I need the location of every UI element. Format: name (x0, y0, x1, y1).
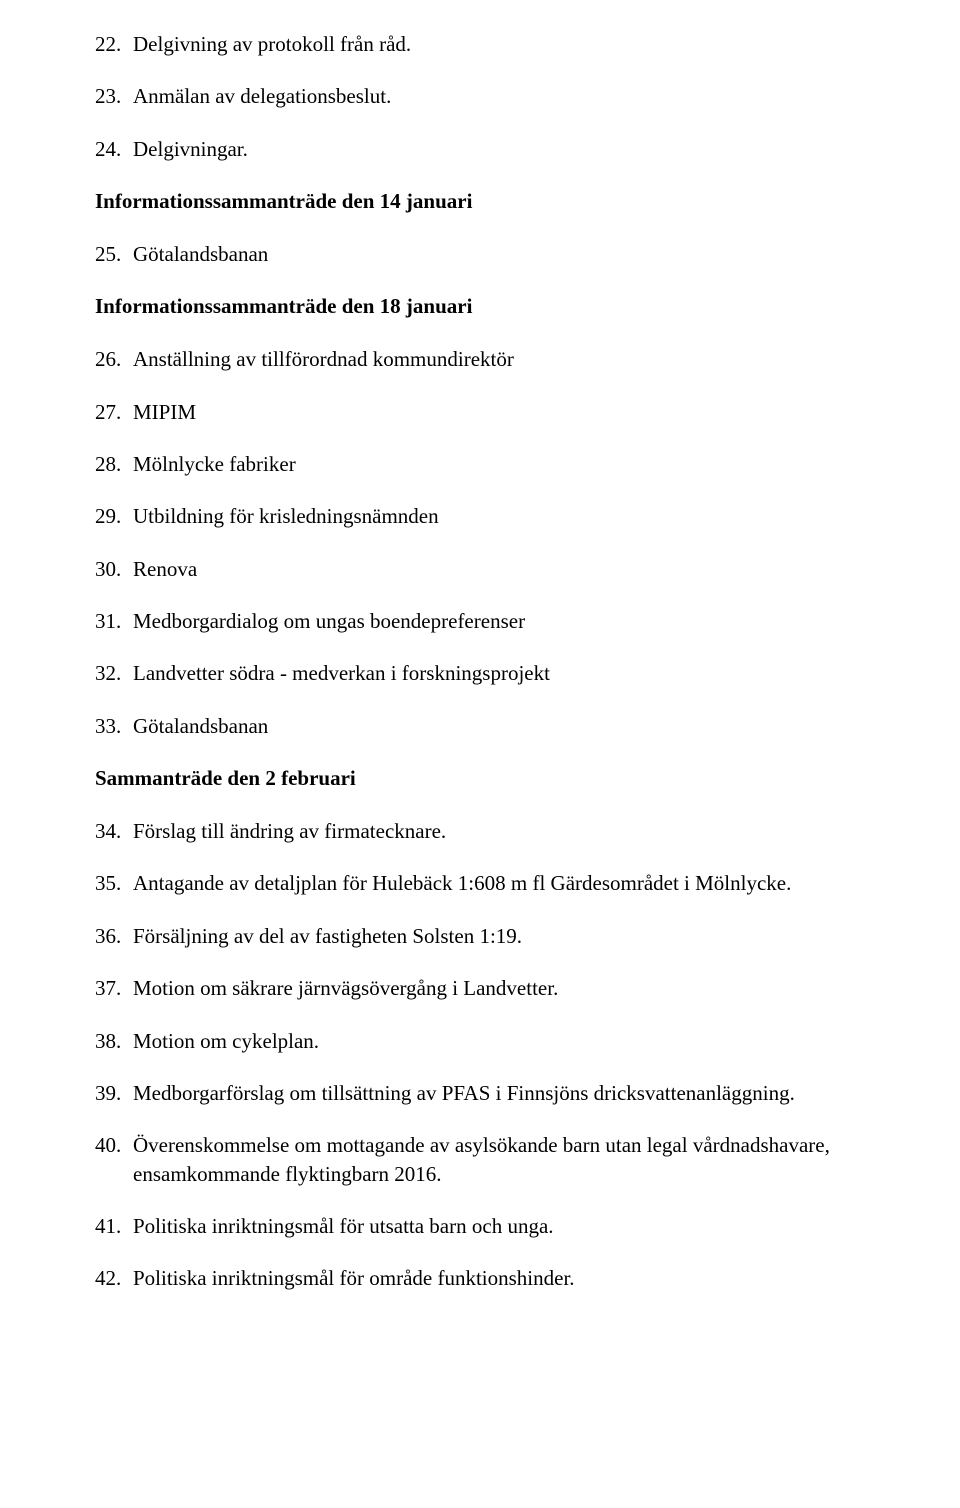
item-number: 29. (95, 502, 133, 530)
item-number: 38. (95, 1027, 133, 1055)
item-text: Delgivningar. (133, 135, 865, 163)
item-number: 28. (95, 450, 133, 478)
item-text: Medborgardialog om ungas boendepreferens… (133, 607, 865, 635)
list-item-28: 28. Mölnlycke fabriker (95, 450, 865, 478)
list-item-34: 34. Förslag till ändring av firmatecknar… (95, 817, 865, 845)
list-item-23: 23. Anmälan av delegationsbeslut. (95, 82, 865, 110)
item-text: Överenskommelse om mottagande av asylsök… (133, 1131, 865, 1188)
item-text: MIPIM (133, 398, 865, 426)
item-number: 42. (95, 1264, 133, 1292)
item-number: 30. (95, 555, 133, 583)
item-number: 36. (95, 922, 133, 950)
item-text: Landvetter södra - medverkan i forskning… (133, 659, 865, 687)
item-number: 27. (95, 398, 133, 426)
item-number: 32. (95, 659, 133, 687)
list-item-27: 27. MIPIM (95, 398, 865, 426)
section-heading-14-jan: Informationssammanträde den 14 januari (95, 189, 865, 214)
item-number: 34. (95, 817, 133, 845)
item-text: Medborgarförslag om tillsättning av PFAS… (133, 1079, 865, 1107)
item-text: Motion om säkrare järnvägsövergång i Lan… (133, 974, 865, 1002)
item-number: 23. (95, 82, 133, 110)
item-number: 22. (95, 30, 133, 58)
list-item-39: 39. Medborgarförslag om tillsättning av … (95, 1079, 865, 1107)
section-heading-2-feb: Sammanträde den 2 februari (95, 766, 865, 791)
item-text: Anställning av tillförordnad kommundirek… (133, 345, 865, 373)
list-item-32: 32. Landvetter södra - medverkan i forsk… (95, 659, 865, 687)
item-text: Renova (133, 555, 865, 583)
item-number: 25. (95, 240, 133, 268)
item-number: 37. (95, 974, 133, 1002)
item-text: Utbildning för krisledningsnämnden (133, 502, 865, 530)
list-item-26: 26. Anställning av tillförordnad kommund… (95, 345, 865, 373)
list-item-36: 36. Försäljning av del av fastigheten So… (95, 922, 865, 950)
list-item-40: 40. Överenskommelse om mottagande av asy… (95, 1131, 865, 1188)
list-item-38: 38. Motion om cykelplan. (95, 1027, 865, 1055)
item-text: Anmälan av delegationsbeslut. (133, 82, 865, 110)
list-item-31: 31. Medborgardialog om ungas boendeprefe… (95, 607, 865, 635)
item-number: 24. (95, 135, 133, 163)
item-text: Försäljning av del av fastigheten Solste… (133, 922, 865, 950)
item-number: 40. (95, 1131, 133, 1159)
item-text: Götalandsbanan (133, 240, 865, 268)
item-text: Politiska inriktningsmål för utsatta bar… (133, 1212, 865, 1240)
item-text: Mölnlycke fabriker (133, 450, 865, 478)
item-number: 33. (95, 712, 133, 740)
list-item-24: 24. Delgivningar. (95, 135, 865, 163)
item-text: Götalandsbanan (133, 712, 865, 740)
list-item-41: 41. Politiska inriktningsmål för utsatta… (95, 1212, 865, 1240)
list-item-35: 35. Antagande av detaljplan för Hulebäck… (95, 869, 865, 897)
list-item-22: 22. Delgivning av protokoll från råd. (95, 30, 865, 58)
item-number: 41. (95, 1212, 133, 1240)
list-item-30: 30. Renova (95, 555, 865, 583)
item-number: 39. (95, 1079, 133, 1107)
item-number: 35. (95, 869, 133, 897)
list-item-25: 25. Götalandsbanan (95, 240, 865, 268)
list-item-33: 33. Götalandsbanan (95, 712, 865, 740)
item-text: Förslag till ändring av firmatecknare. (133, 817, 865, 845)
list-item-29: 29. Utbildning för krisledningsnämnden (95, 502, 865, 530)
list-item-37: 37. Motion om säkrare järnvägsövergång i… (95, 974, 865, 1002)
section-heading-18-jan: Informationssammanträde den 18 januari (95, 294, 865, 319)
item-text: Antagande av detaljplan för Hulebäck 1:6… (133, 869, 865, 897)
item-text: Delgivning av protokoll från råd. (133, 30, 865, 58)
item-text: Politiska inriktningsmål för område funk… (133, 1264, 865, 1292)
list-item-42: 42. Politiska inriktningsmål för område … (95, 1264, 865, 1292)
item-number: 26. (95, 345, 133, 373)
item-number: 31. (95, 607, 133, 635)
item-text: Motion om cykelplan. (133, 1027, 865, 1055)
